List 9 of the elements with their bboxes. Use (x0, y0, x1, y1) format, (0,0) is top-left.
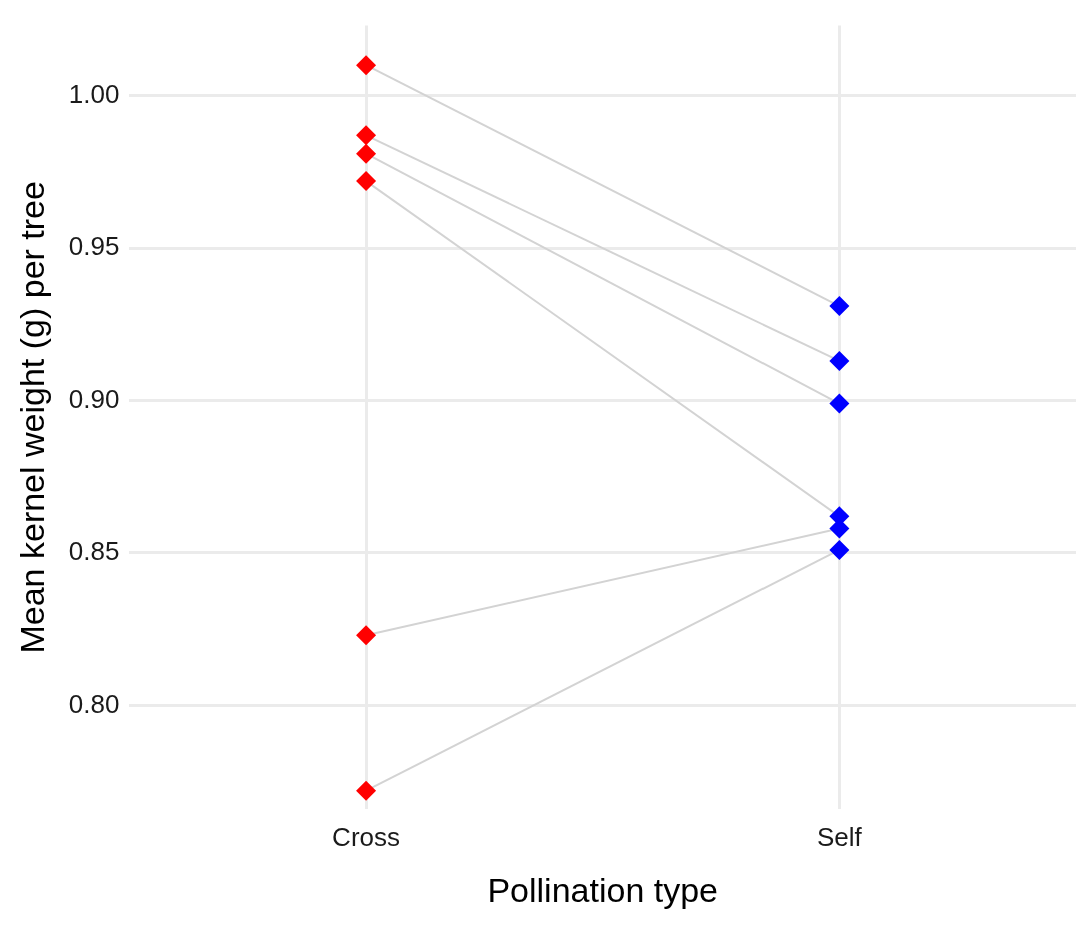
y-tick-label: 0.85 (68, 536, 120, 567)
x-tick-label: Cross (332, 821, 401, 852)
y-tick-label: 0.95 (68, 231, 120, 262)
x-tick-label: Self (816, 821, 863, 852)
y-tick-label: 1.00 (68, 78, 120, 109)
y-tick-label: 0.90 (68, 383, 120, 414)
y-axis-title: Mean kernel weight (g) per tree (12, 181, 51, 654)
x-axis-title: Pollination type (487, 870, 719, 909)
y-tick-label: 0.80 (68, 688, 120, 719)
